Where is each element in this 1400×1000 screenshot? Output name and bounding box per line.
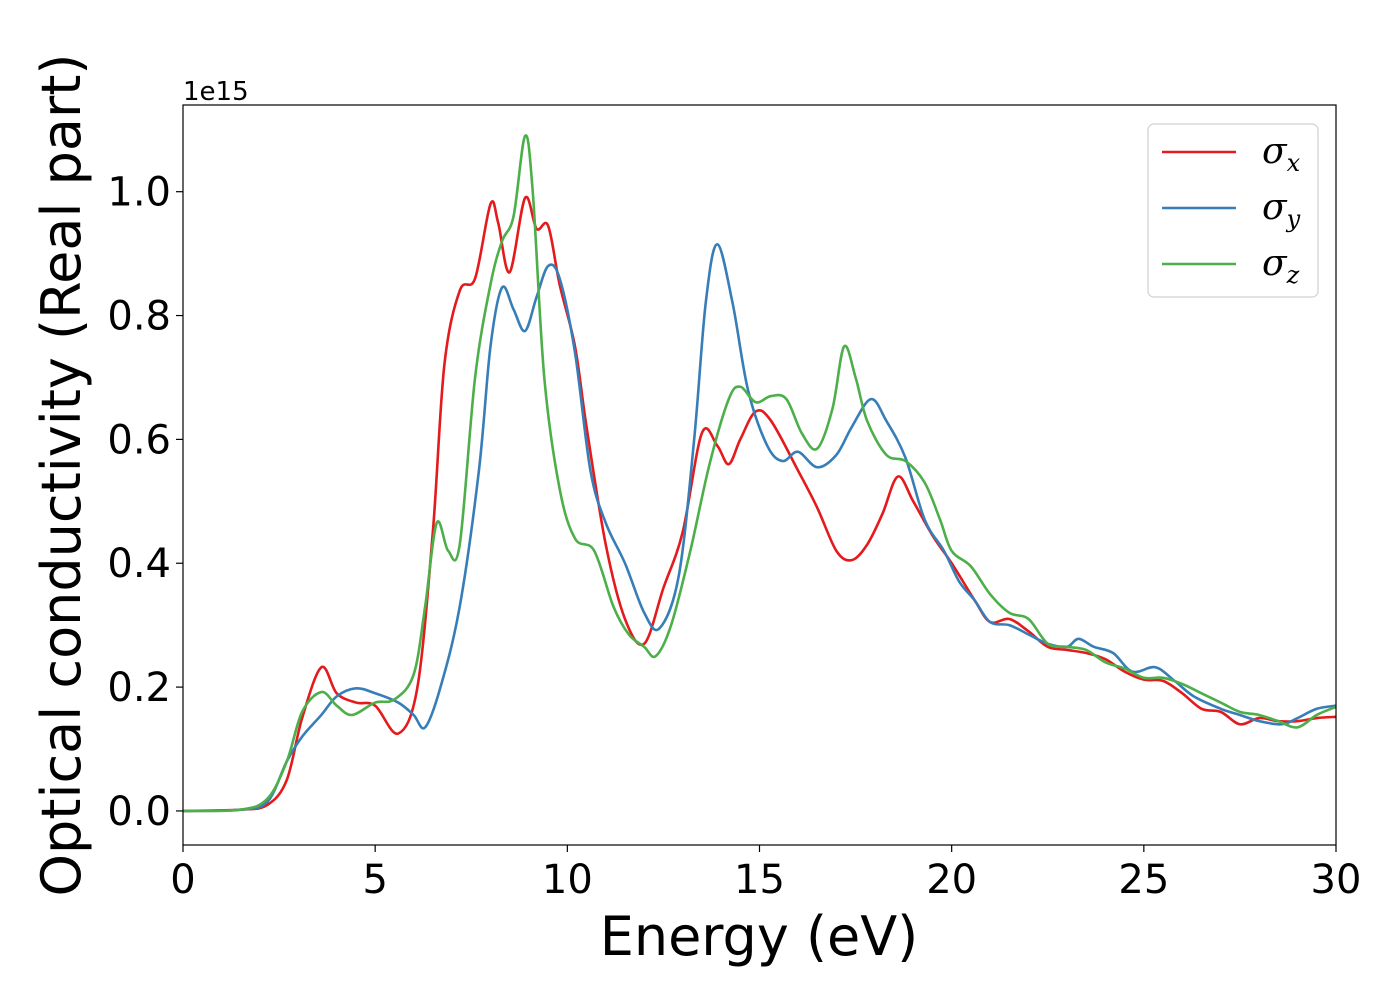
x-tick-label: 0 bbox=[170, 857, 195, 903]
y-tick-label: 0.0 bbox=[107, 789, 171, 835]
y-offset-label: 1e15 bbox=[183, 77, 249, 107]
y-tick-label: 0.8 bbox=[107, 294, 171, 340]
legend-box bbox=[1147, 123, 1319, 298]
y-axis-label: Optical conductivity (Real part) bbox=[30, 54, 93, 897]
y-tick-label: 0.4 bbox=[107, 541, 171, 587]
x-tick-label: 5 bbox=[362, 857, 387, 903]
x-tick-label: 30 bbox=[1311, 857, 1362, 903]
legend-label-y: σy bbox=[1262, 187, 1301, 233]
y-tick-label: 1.0 bbox=[107, 170, 171, 216]
legend-label-x: σx bbox=[1262, 131, 1301, 177]
y-axis-ticks: 0.0 0.2 0.4 0.6 0.8 1.0 bbox=[107, 170, 183, 835]
x-tick-label: 20 bbox=[926, 857, 977, 903]
y-tick-label: 0.2 bbox=[107, 665, 171, 711]
x-tick-label: 15 bbox=[734, 857, 785, 903]
series-layer bbox=[183, 134, 1336, 813]
y-tick-label: 0.6 bbox=[107, 417, 171, 463]
x-axis-ticks: 0 5 10 15 20 25 30 bbox=[170, 845, 1361, 903]
legend-label-z: σz bbox=[1262, 243, 1300, 289]
legend: σx σy σz bbox=[1147, 123, 1319, 298]
series-line-y bbox=[183, 243, 1336, 813]
x-tick-label: 10 bbox=[542, 857, 593, 903]
x-axis-label: Energy (eV) bbox=[600, 905, 919, 968]
x-tick-label: 25 bbox=[1118, 857, 1169, 903]
plot-area bbox=[183, 105, 1336, 845]
series-line-z bbox=[183, 134, 1336, 813]
